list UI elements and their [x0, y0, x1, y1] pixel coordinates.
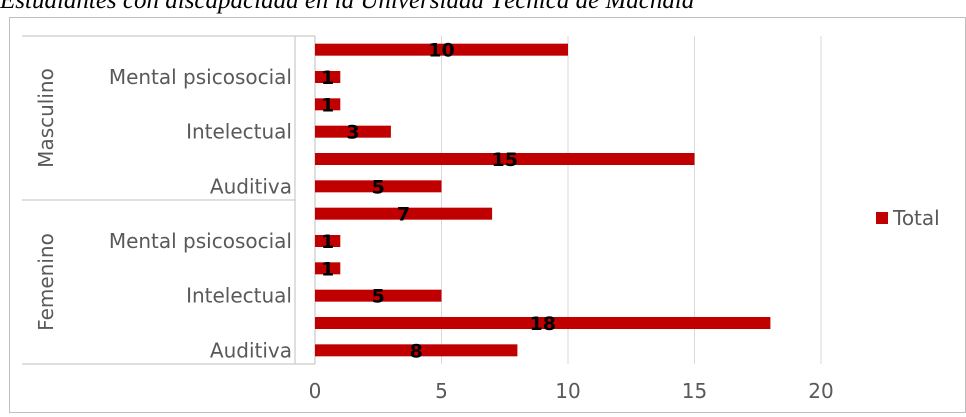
grid-lines	[441, 36, 822, 364]
data-label: 15	[492, 149, 518, 171]
bar	[315, 98, 341, 111]
data-label: 18	[529, 313, 555, 335]
bar	[315, 71, 341, 83]
bars	[315, 43, 771, 357]
x-axis-ticks: 0 5 10 15 20	[309, 379, 834, 403]
group-label-masculino: Masculino	[34, 68, 58, 168]
category-label: Mental psicosocial	[109, 229, 292, 253]
x-tick-label: 5	[435, 379, 448, 403]
x-tick-label: 10	[555, 379, 580, 403]
bar	[315, 125, 391, 138]
legend-swatch	[876, 212, 888, 224]
bar	[315, 180, 442, 193]
group-label-femenino: Femenino	[34, 233, 58, 331]
category-label: Intelectual	[186, 120, 292, 144]
category-axis: Masculino Femenino Mental psicosocial Intel…	[22, 35, 316, 365]
bar	[315, 289, 442, 302]
page-title: Estudiantes con discapacidad en la Unive…	[0, 0, 695, 14]
legend-label: Total	[892, 206, 940, 230]
category-label: Intelectual	[186, 284, 292, 308]
x-tick-label: 0	[309, 379, 322, 403]
bar	[315, 153, 695, 165]
x-tick-label: 15	[682, 379, 707, 403]
data-label: 10	[428, 40, 454, 62]
data-label: 1	[321, 258, 334, 280]
data-label: 1	[321, 67, 334, 89]
category-label: Mental psicosocial	[109, 65, 292, 89]
data-label: 8	[410, 340, 423, 362]
bar	[315, 43, 568, 56]
bar	[315, 344, 518, 357]
legend: Total	[876, 206, 940, 230]
bar	[315, 317, 771, 329]
data-label: 1	[321, 231, 334, 253]
category-label: Auditiva	[210, 338, 292, 362]
category-label: Auditiva	[210, 174, 292, 198]
x-tick-label: 20	[808, 379, 833, 403]
bar	[315, 235, 341, 247]
data-label: 7	[397, 204, 410, 226]
data-label: 3	[346, 122, 359, 144]
data-label: 5	[372, 176, 385, 198]
bar	[315, 207, 493, 220]
bar	[315, 262, 341, 275]
data-label: 5	[372, 286, 385, 308]
data-label: 1	[321, 94, 334, 116]
